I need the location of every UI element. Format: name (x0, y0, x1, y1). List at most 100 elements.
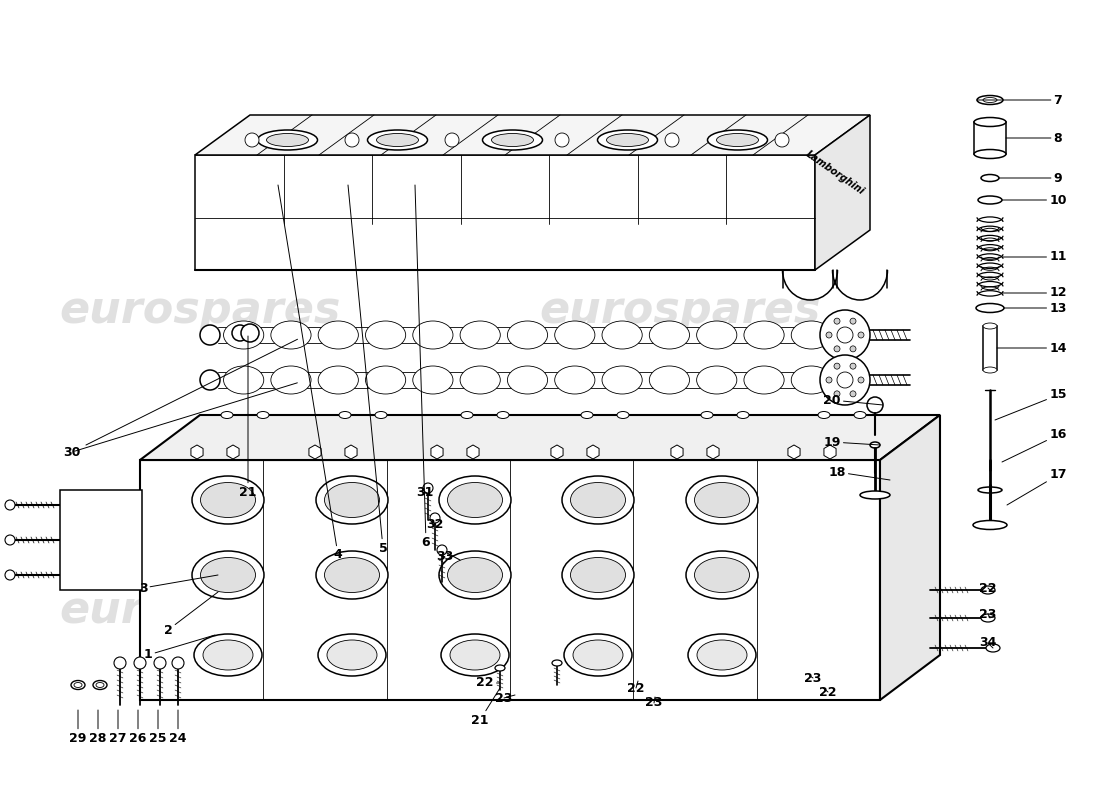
Text: eurospares: eurospares (539, 289, 821, 331)
Ellipse shape (412, 366, 453, 394)
Ellipse shape (497, 411, 509, 418)
Ellipse shape (194, 634, 262, 676)
Ellipse shape (974, 118, 1006, 126)
Ellipse shape (200, 558, 255, 593)
Polygon shape (195, 115, 870, 155)
Ellipse shape (981, 586, 996, 594)
Text: 6: 6 (415, 185, 430, 549)
Ellipse shape (318, 321, 359, 349)
Ellipse shape (983, 367, 997, 373)
Polygon shape (191, 445, 204, 459)
Text: 19: 19 (823, 435, 880, 449)
Ellipse shape (552, 660, 562, 666)
Text: 23: 23 (495, 691, 515, 705)
Ellipse shape (483, 130, 542, 150)
Circle shape (850, 363, 856, 369)
Polygon shape (345, 445, 358, 459)
Ellipse shape (339, 411, 351, 418)
Ellipse shape (860, 491, 890, 499)
Polygon shape (824, 445, 836, 459)
Ellipse shape (492, 134, 534, 146)
Text: 8: 8 (1006, 131, 1063, 145)
Ellipse shape (978, 487, 1002, 493)
Text: 7: 7 (977, 94, 1063, 106)
Ellipse shape (192, 476, 264, 524)
Text: 21: 21 (240, 336, 256, 498)
Circle shape (850, 346, 856, 352)
Ellipse shape (266, 134, 308, 146)
Ellipse shape (96, 682, 104, 687)
Ellipse shape (554, 321, 595, 349)
Polygon shape (466, 445, 480, 459)
Circle shape (834, 391, 840, 397)
Text: 15: 15 (996, 389, 1067, 420)
Ellipse shape (696, 366, 737, 394)
Ellipse shape (327, 640, 377, 670)
Polygon shape (880, 415, 940, 700)
Ellipse shape (716, 134, 759, 146)
Ellipse shape (617, 411, 629, 418)
Ellipse shape (221, 411, 233, 418)
Text: 24: 24 (169, 710, 187, 745)
Text: 23: 23 (804, 671, 822, 685)
Polygon shape (140, 415, 940, 460)
Ellipse shape (870, 442, 880, 448)
Ellipse shape (213, 579, 223, 585)
Ellipse shape (507, 366, 548, 394)
Ellipse shape (324, 482, 380, 518)
Ellipse shape (571, 558, 626, 593)
Ellipse shape (365, 321, 406, 349)
Ellipse shape (507, 321, 548, 349)
Ellipse shape (271, 321, 311, 349)
Ellipse shape (697, 640, 747, 670)
Text: 21: 21 (471, 688, 501, 726)
Ellipse shape (978, 196, 1002, 204)
Text: 26: 26 (130, 710, 146, 745)
Polygon shape (587, 445, 600, 459)
Text: 3: 3 (139, 575, 218, 594)
Circle shape (6, 535, 15, 545)
Circle shape (114, 657, 126, 669)
Ellipse shape (694, 558, 749, 593)
Ellipse shape (223, 366, 264, 394)
Circle shape (126, 573, 138, 583)
Ellipse shape (573, 640, 623, 670)
Ellipse shape (365, 366, 406, 394)
Ellipse shape (212, 587, 224, 593)
Circle shape (154, 657, 166, 669)
Polygon shape (60, 490, 142, 590)
Ellipse shape (448, 482, 503, 518)
Text: 10: 10 (1002, 194, 1067, 206)
Ellipse shape (581, 411, 593, 418)
Circle shape (126, 497, 138, 507)
Ellipse shape (974, 521, 1006, 530)
Text: Lamborghini: Lamborghini (804, 149, 866, 197)
Circle shape (65, 504, 138, 576)
Text: 27: 27 (109, 710, 126, 745)
Ellipse shape (686, 551, 758, 599)
Circle shape (6, 500, 15, 510)
Circle shape (834, 318, 840, 324)
Text: 14: 14 (997, 342, 1067, 354)
Text: 22: 22 (979, 582, 997, 594)
Circle shape (834, 346, 840, 352)
Ellipse shape (495, 665, 505, 671)
Ellipse shape (376, 134, 418, 146)
Ellipse shape (686, 476, 758, 524)
Ellipse shape (375, 411, 387, 418)
Circle shape (437, 545, 447, 555)
Circle shape (245, 133, 258, 147)
Ellipse shape (324, 558, 380, 593)
Ellipse shape (818, 411, 830, 418)
Polygon shape (707, 445, 719, 459)
Polygon shape (815, 115, 870, 270)
Polygon shape (309, 445, 321, 459)
Ellipse shape (602, 366, 642, 394)
Ellipse shape (602, 321, 642, 349)
Text: 11: 11 (1003, 250, 1067, 263)
Ellipse shape (554, 366, 595, 394)
Text: 1: 1 (144, 635, 214, 662)
Ellipse shape (597, 130, 658, 150)
Ellipse shape (439, 476, 512, 524)
Ellipse shape (460, 321, 500, 349)
